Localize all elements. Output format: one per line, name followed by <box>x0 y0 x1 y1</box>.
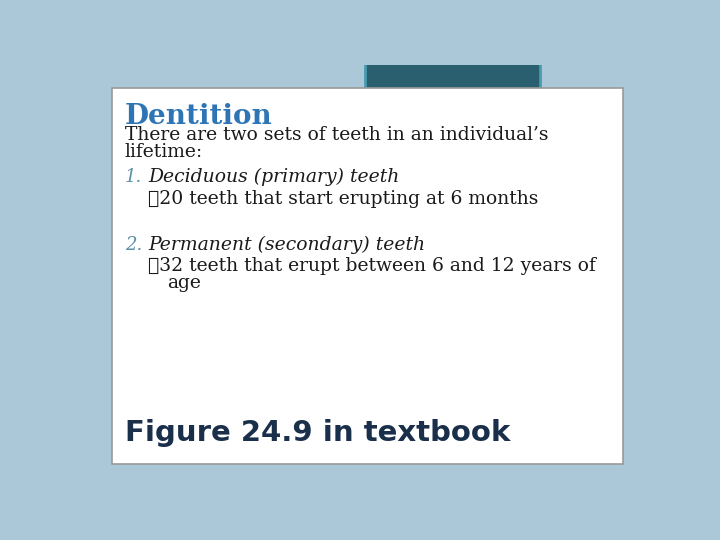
FancyBboxPatch shape <box>365 61 539 103</box>
FancyBboxPatch shape <box>112 88 624 464</box>
Text: ➖32 teeth that erupt between 6 and 12 years of: ➖32 teeth that erupt between 6 and 12 ye… <box>148 257 596 275</box>
Text: lifetime:: lifetime: <box>125 143 203 161</box>
Text: age: age <box>168 274 202 292</box>
Text: 1.: 1. <box>125 168 142 186</box>
Text: Permanent (secondary) teeth: Permanent (secondary) teeth <box>148 236 426 254</box>
Text: Dentition: Dentition <box>125 103 273 130</box>
Text: 2.: 2. <box>125 236 142 254</box>
Text: ➖20 teeth that start erupting at 6 months: ➖20 teeth that start erupting at 6 month… <box>148 190 539 207</box>
Text: Figure 24.9 in textbook: Figure 24.9 in textbook <box>125 419 510 447</box>
Text: There are two sets of teeth in an individual’s: There are two sets of teeth in an indivi… <box>125 126 549 144</box>
Text: Deciduous (primary) teeth: Deciduous (primary) teeth <box>148 168 400 186</box>
